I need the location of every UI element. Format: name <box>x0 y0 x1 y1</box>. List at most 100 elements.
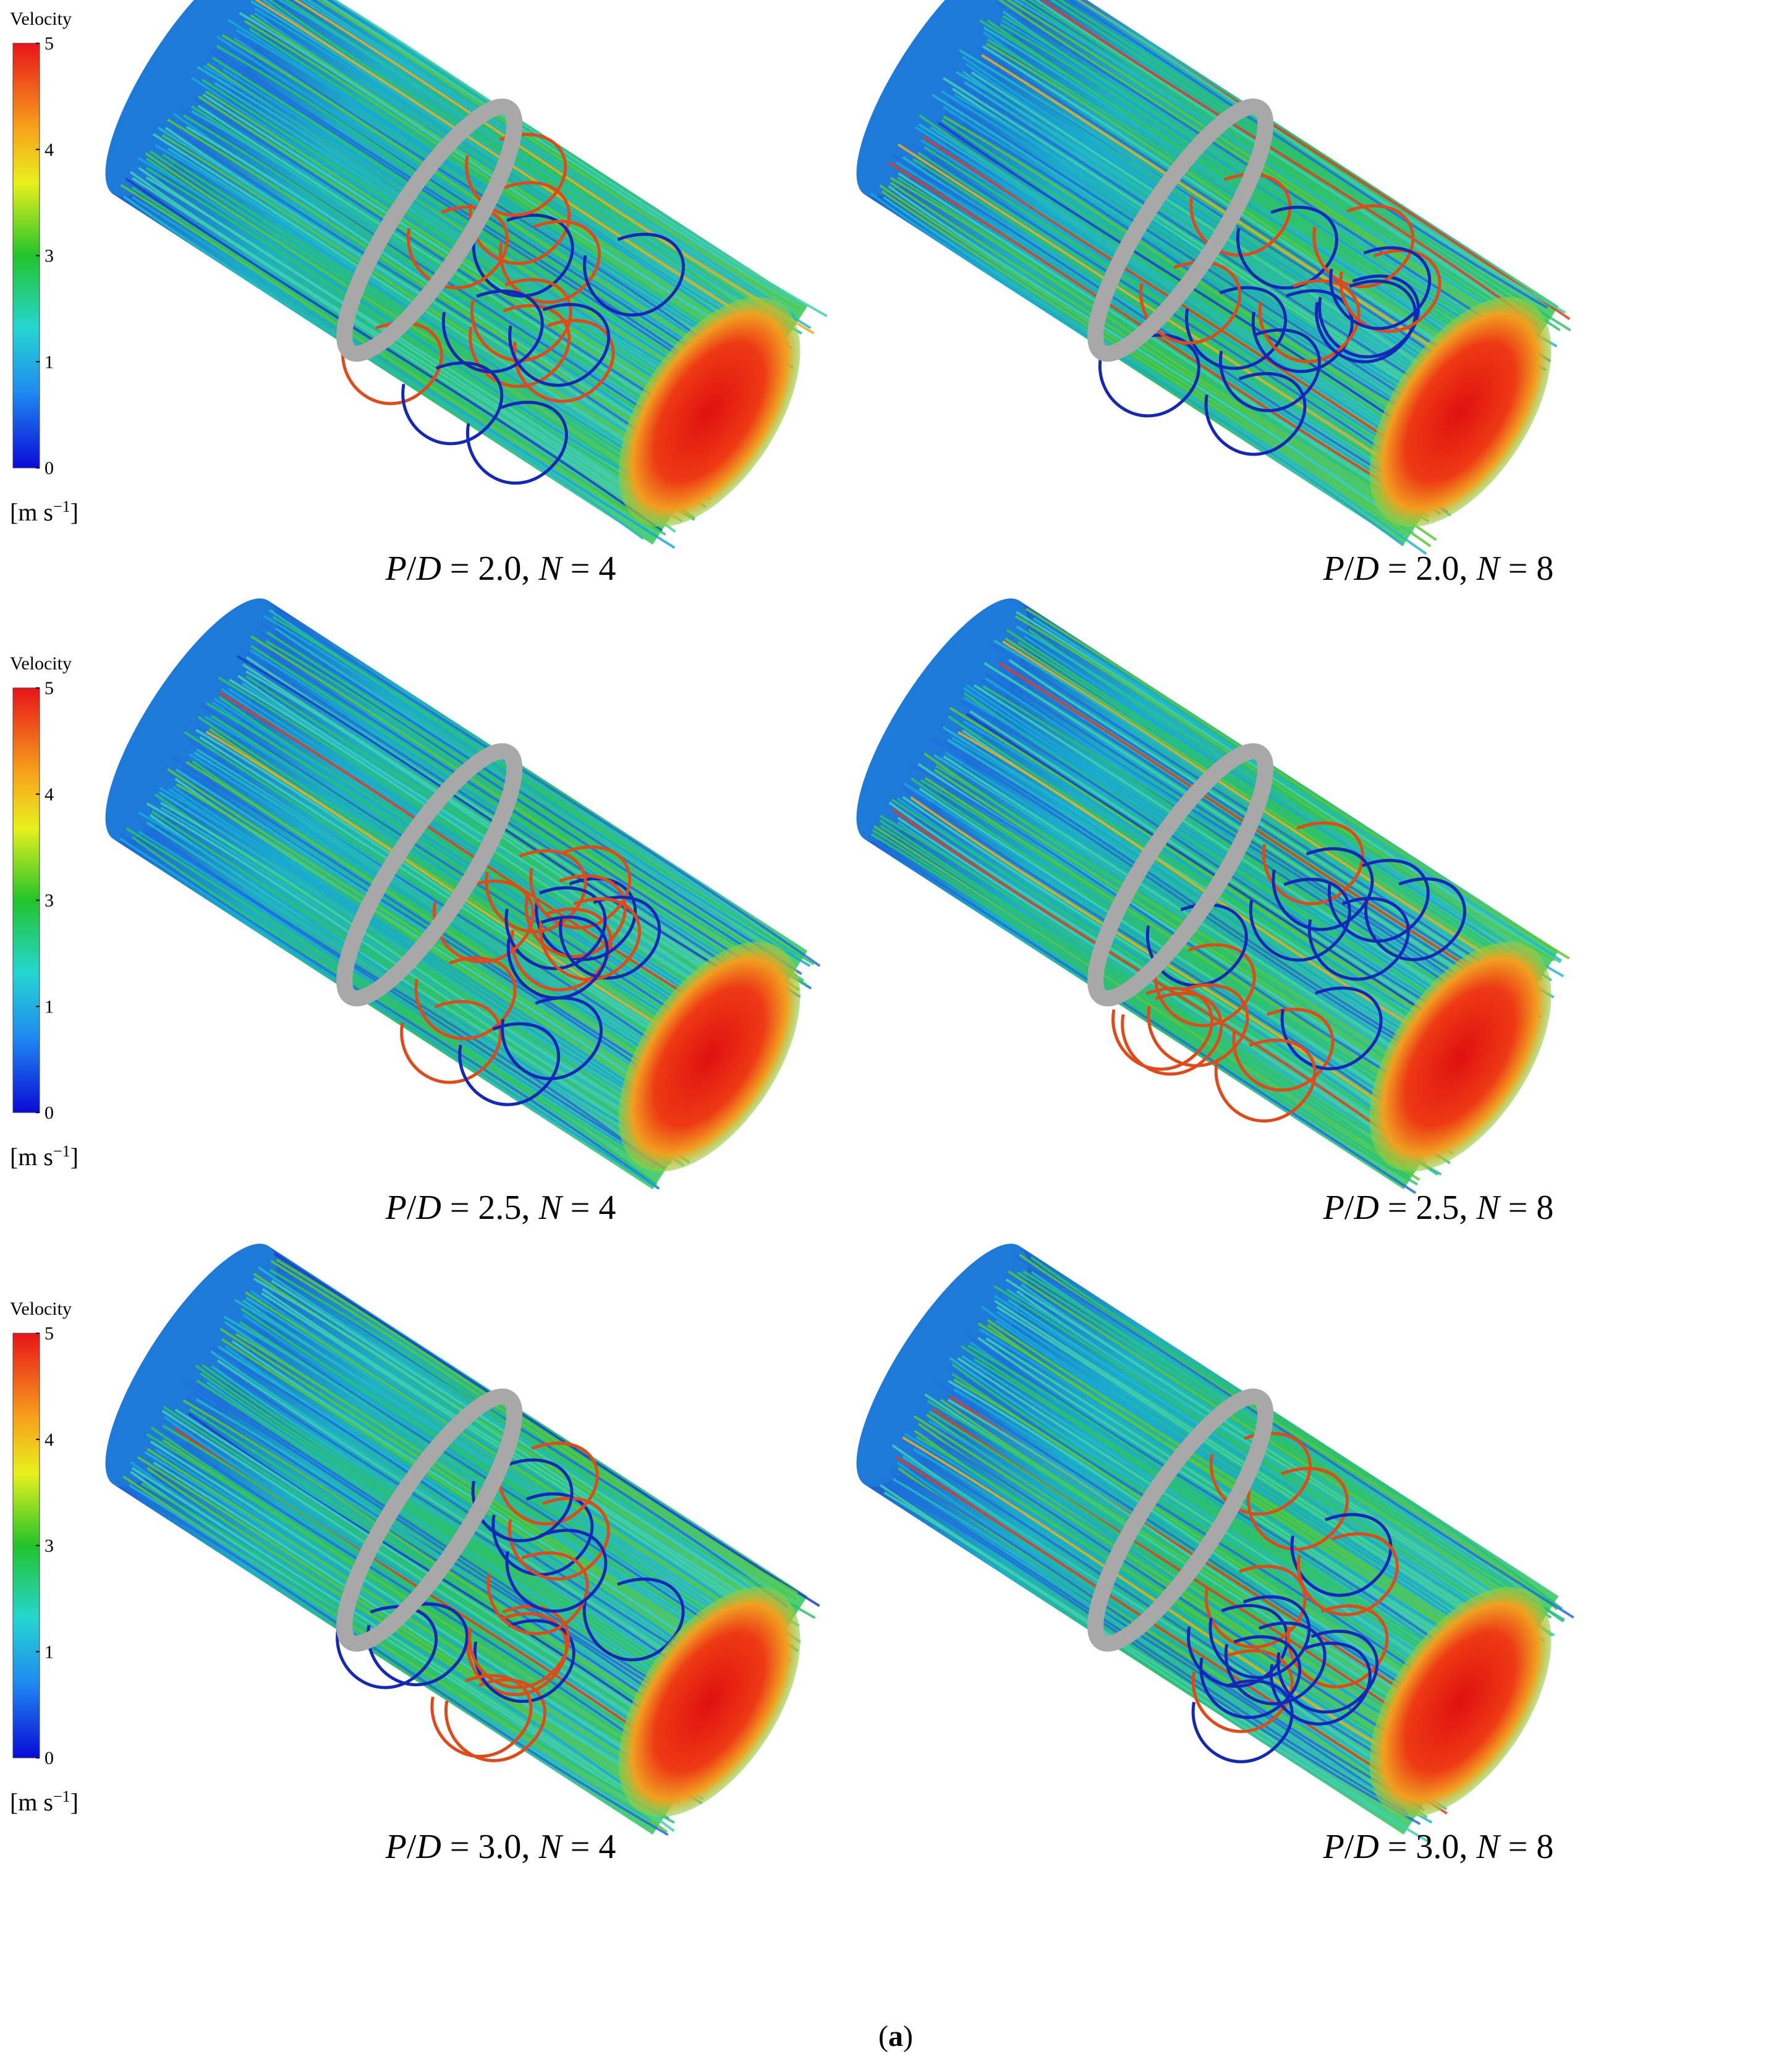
vortex-line <box>472 213 574 298</box>
unit-part: [m s <box>10 1143 53 1171</box>
streamline <box>269 1268 816 1619</box>
colorbar-tick-label: 5 <box>45 33 54 54</box>
vortex-line <box>465 1612 568 1697</box>
vortex-line <box>469 181 571 265</box>
streamline <box>144 1451 681 1796</box>
caption-part: D <box>1353 549 1378 588</box>
caption-part: = 4 <box>562 1189 616 1227</box>
vortex-line <box>524 874 627 959</box>
vortex-line <box>1339 249 1442 333</box>
caption-part: / <box>1344 1828 1354 1866</box>
caption-part: N <box>1476 1828 1501 1866</box>
streamline <box>880 1484 1403 1828</box>
streamline <box>866 835 1417 1194</box>
vortex-line <box>1329 246 1432 330</box>
caption-part: D <box>415 1189 441 1227</box>
streamline <box>902 1456 1448 1810</box>
streamline <box>263 614 811 967</box>
streamline <box>147 1448 677 1792</box>
streamline <box>891 798 1451 1164</box>
streamline <box>147 1467 661 1807</box>
streamline <box>890 181 1437 541</box>
streamline-render <box>856 1244 1574 1843</box>
perforated-plate <box>1087 98 1274 362</box>
streamline <box>131 1467 666 1815</box>
colorbar-unit: [m s−1] <box>10 1788 79 1817</box>
panel-caption: P/D = 3.0, N = 8 <box>1323 1828 1554 1866</box>
legend-title: Velocity <box>10 1299 72 1319</box>
perforated-plate <box>1087 1388 1274 1652</box>
caption-part: = 2.0, <box>1379 549 1477 588</box>
vortex-line <box>512 319 615 403</box>
vortex-line <box>583 232 685 317</box>
caption-part: P <box>385 1189 407 1227</box>
streamline <box>879 184 1432 548</box>
colorbar <box>12 687 40 1113</box>
streamline <box>902 795 1446 1154</box>
streamline <box>870 833 1419 1186</box>
caption-part: = 4 <box>562 549 616 588</box>
streamline <box>242 663 787 1019</box>
streamline <box>912 1448 1431 1780</box>
streamline <box>265 0 802 335</box>
panel-caption: P/D = 2.0, N = 8 <box>1323 549 1554 588</box>
streamline <box>1024 635 1552 982</box>
streamline <box>1016 611 1561 964</box>
streamline <box>883 196 1427 555</box>
streamline <box>919 787 1452 1137</box>
streamline <box>252 0 789 345</box>
streamline <box>274 627 795 969</box>
streamline <box>893 1478 1433 1824</box>
streamline <box>257 644 801 998</box>
streamline <box>890 177 1430 522</box>
caption-part: D <box>1353 1828 1378 1866</box>
streamline <box>257 1266 790 1616</box>
streamline <box>132 836 658 1186</box>
streamline <box>276 1258 799 1595</box>
vortex-line <box>341 321 443 405</box>
colorbar-tick-label: 3 <box>45 246 54 266</box>
vortex-line <box>1247 1467 1349 1551</box>
label-part: ) <box>903 2020 913 2053</box>
streamline <box>880 825 1408 1169</box>
colorbar <box>12 1333 40 1758</box>
streamline <box>119 838 656 1188</box>
streamline <box>1017 641 1532 976</box>
vortex-line <box>1191 1679 1294 1763</box>
caption-part: = 2.5, <box>1379 1189 1477 1227</box>
streamline <box>261 1287 802 1644</box>
streamline <box>160 802 695 1143</box>
inlet-face <box>105 0 277 197</box>
streamline <box>254 12 794 370</box>
streamline <box>245 670 785 1016</box>
streamline <box>259 0 812 329</box>
streamline <box>993 1284 1545 1642</box>
streamline <box>138 830 656 1166</box>
streamline <box>873 825 1420 1181</box>
streamline <box>1004 637 1527 979</box>
vortex-line <box>444 1678 546 1762</box>
streamline <box>155 1448 703 1805</box>
vortex-line <box>1276 1629 1379 1714</box>
streamline <box>896 176 1419 514</box>
streamline <box>896 1461 1425 1812</box>
vortex-line <box>1219 328 1321 412</box>
streamline <box>245 1291 792 1648</box>
vortex-line <box>1111 986 1214 1071</box>
streamline <box>257 620 802 975</box>
streamline <box>259 631 812 990</box>
perforated-plate <box>1087 743 1274 1007</box>
outlet-jet <box>618 297 800 527</box>
panel-caption: P/D = 3.0, N = 4 <box>385 1828 616 1866</box>
vortex-line <box>529 845 632 930</box>
vortex-line <box>430 1674 533 1758</box>
caption-part: D <box>415 549 441 588</box>
caption-part: = 2.5, <box>441 1189 539 1227</box>
vortex-line <box>432 880 535 964</box>
streamline <box>879 819 1406 1166</box>
caption-part: P <box>385 1828 407 1866</box>
streamline <box>912 158 1436 498</box>
colorbar-tick-label: 5 <box>45 1323 54 1344</box>
streamline <box>1016 625 1565 978</box>
